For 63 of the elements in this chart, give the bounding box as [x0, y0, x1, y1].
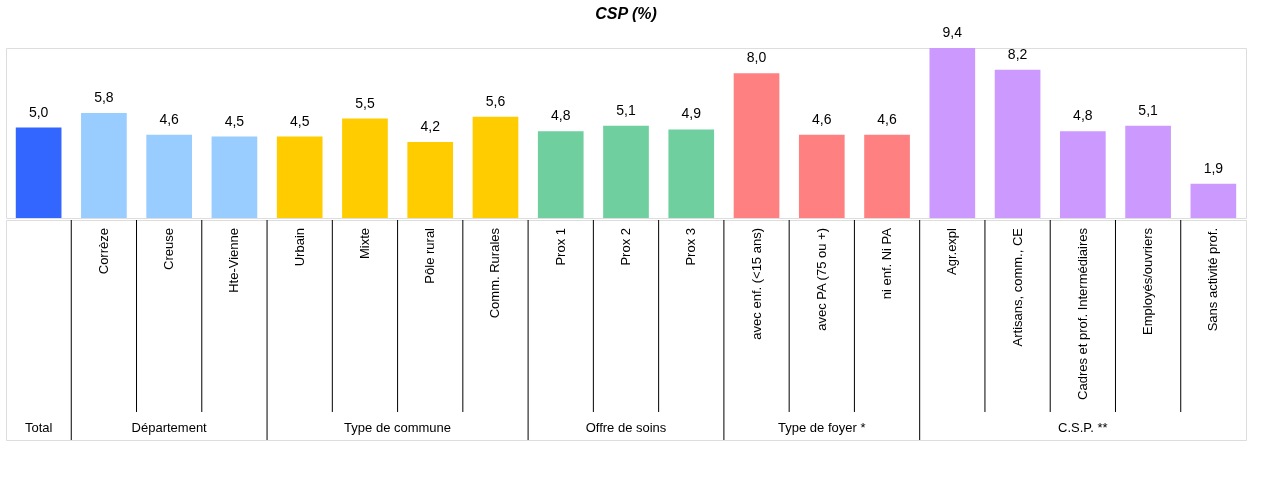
bar: [1190, 183, 1237, 218]
data-label: 5,1: [1138, 101, 1159, 118]
bar: [146, 134, 192, 218]
x-tick-label: avec PA (75 ou +): [813, 228, 829, 331]
chart-title: CSP (%): [595, 4, 657, 22]
data-label: 1,9: [1203, 159, 1224, 176]
bar: [81, 113, 127, 218]
data-label: 4,6: [159, 110, 180, 127]
data-label: 9,4: [942, 24, 963, 40]
x-tick-label: Corrèze: [95, 228, 111, 275]
data-label: 8,0: [746, 49, 767, 66]
text: Département: [131, 420, 208, 435]
x-tick-label: Agr.expl: [944, 227, 960, 275]
data-label: 4,6: [812, 110, 832, 127]
data-label: 5,1: [616, 101, 636, 118]
data-label: 8,2: [1007, 45, 1028, 62]
bar: [864, 134, 910, 218]
text: C.S.P. **: [1058, 420, 1108, 435]
data-label: 4,6: [877, 110, 897, 127]
data-label: 4,8: [1073, 107, 1093, 124]
x-tick-label: ni enf. Ni PA: [879, 227, 895, 300]
x-tick-label: Pôle rural: [422, 227, 438, 284]
x-tick-label: Employés/ouvriers: [1140, 227, 1156, 335]
x-tick-label: Cadres et prof. Intermédiaires: [1074, 227, 1090, 400]
bar: [668, 129, 715, 218]
bar: [15, 127, 62, 218]
bar: [1125, 125, 1171, 218]
data-label: 5,8: [94, 89, 114, 106]
x-tick-label: Prox 1: [552, 228, 568, 266]
bar: [472, 116, 519, 218]
bar: [733, 73, 780, 218]
bar: [276, 136, 323, 218]
x-tick-label: Urbain: [291, 228, 307, 267]
x-tick-label: Prox 3: [683, 228, 699, 266]
x-tick-label: Comm. Rurales: [487, 227, 503, 319]
x-tick-label: Sans activité prof.: [1205, 228, 1221, 332]
bar: [994, 69, 1041, 218]
bar: [342, 118, 388, 218]
bar: [1060, 131, 1106, 218]
data-label: 4,2: [420, 118, 441, 135]
x-tick-label: Prox 2: [618, 228, 633, 266]
bar: [603, 125, 649, 218]
data-label: 4,5: [224, 112, 245, 129]
x-tick-label: avec enf. (<15 ans): [748, 228, 764, 340]
bar: [798, 134, 845, 218]
data-label: 5,5: [355, 94, 375, 111]
text: Offre de soins: [585, 420, 667, 435]
bar: [211, 136, 258, 218]
x-tick-label: Artisans, comm., CE: [1009, 227, 1025, 347]
data-label: 5,6: [485, 92, 506, 109]
bar: [537, 131, 584, 218]
text: Type de commune: [344, 420, 452, 435]
text: Type de foyer *: [778, 420, 866, 435]
bar: [929, 48, 976, 218]
data-label: 4,8: [551, 107, 571, 124]
bar: [407, 142, 454, 218]
data-label: 4,9: [681, 105, 702, 122]
x-tick-label: Mixte: [356, 228, 372, 260]
x-tick-label: Creuse: [161, 228, 177, 270]
text: Total: [24, 420, 53, 435]
data-label: 4,5: [289, 112, 310, 129]
data-label: 5,0: [28, 103, 49, 120]
x-tick-label: Hte-Vienne: [226, 228, 242, 293]
